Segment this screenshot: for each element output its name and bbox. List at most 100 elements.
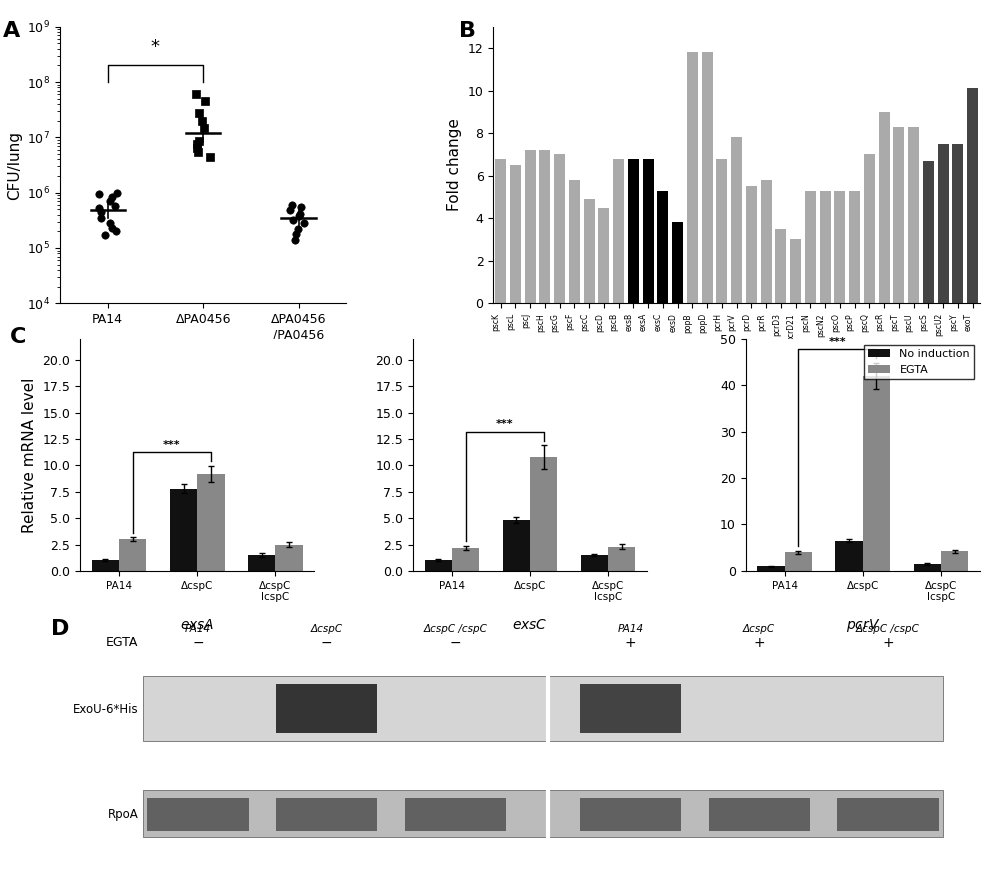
- Point: [196, 120, 212, 135]
- Point: [109, 186, 125, 200]
- Bar: [657, 191, 668, 303]
- Point: [288, 227, 304, 241]
- Bar: [864, 154, 875, 303]
- Bar: [702, 53, 713, 303]
- Point: [91, 202, 107, 216]
- Point: [102, 216, 118, 230]
- Text: RpoA: RpoA: [107, 808, 138, 821]
- Point: [108, 224, 124, 238]
- Text: A: A: [3, 21, 20, 41]
- Text: ΔcspC: ΔcspC: [311, 624, 343, 634]
- Point: [293, 200, 309, 214]
- Text: ΔcspC /cspC: ΔcspC /cspC: [856, 624, 920, 634]
- Point: [97, 228, 113, 243]
- Bar: [834, 191, 845, 303]
- Bar: [608, 547, 635, 571]
- Bar: [893, 127, 904, 303]
- Bar: [863, 376, 890, 571]
- Bar: [530, 457, 557, 571]
- Point: [107, 199, 123, 213]
- Bar: [581, 555, 608, 571]
- Point: [296, 216, 312, 230]
- Bar: [967, 88, 978, 303]
- Text: ***: ***: [496, 419, 513, 429]
- Bar: [170, 489, 197, 571]
- Text: +: +: [625, 635, 636, 649]
- Bar: [775, 229, 786, 303]
- Text: ΔcspC: ΔcspC: [743, 624, 775, 634]
- Bar: [672, 222, 683, 303]
- Bar: [539, 150, 550, 303]
- Legend: No induction, EGTA: No induction, EGTA: [864, 344, 974, 379]
- Bar: [805, 191, 816, 303]
- Bar: [757, 566, 785, 571]
- Text: D: D: [51, 619, 69, 640]
- Bar: [923, 161, 934, 303]
- Y-axis label: Fold change: Fold change: [447, 119, 462, 211]
- Bar: [425, 560, 452, 571]
- Bar: [119, 540, 146, 571]
- Text: $\it{exsC}$: $\it{exsC}$: [512, 618, 548, 632]
- Bar: [914, 564, 941, 571]
- Text: EGTA: EGTA: [106, 636, 138, 649]
- Bar: [820, 191, 831, 303]
- Bar: [276, 684, 377, 733]
- Text: ΔcspC /cspC: ΔcspC /cspC: [424, 624, 488, 634]
- Text: $\it{pcrV}$: $\it{pcrV}$: [846, 617, 880, 634]
- Bar: [628, 159, 639, 303]
- Point: [191, 105, 207, 120]
- Text: ExoU-6*His: ExoU-6*His: [73, 703, 138, 716]
- Bar: [554, 154, 565, 303]
- Point: [188, 87, 204, 102]
- Point: [284, 198, 300, 212]
- Point: [104, 189, 120, 203]
- Bar: [147, 797, 249, 831]
- Bar: [452, 548, 479, 571]
- Bar: [143, 790, 943, 837]
- Point: [190, 145, 206, 159]
- Text: *: *: [151, 37, 160, 55]
- Bar: [941, 551, 968, 571]
- Bar: [248, 555, 275, 571]
- Bar: [731, 137, 742, 303]
- Point: [102, 194, 118, 209]
- Bar: [687, 53, 698, 303]
- Bar: [837, 797, 939, 831]
- Point: [104, 221, 120, 235]
- Point: [282, 203, 298, 218]
- Bar: [709, 797, 810, 831]
- Bar: [790, 239, 801, 303]
- Bar: [580, 684, 681, 733]
- Bar: [849, 191, 860, 303]
- Text: PA14: PA14: [617, 624, 643, 634]
- Point: [194, 113, 210, 128]
- Point: [287, 233, 303, 247]
- Point: [292, 206, 308, 220]
- Y-axis label: Relative mRNA level: Relative mRNA level: [22, 377, 37, 533]
- Bar: [92, 560, 119, 571]
- Bar: [584, 199, 595, 303]
- Bar: [835, 541, 863, 571]
- Text: B: B: [459, 21, 476, 41]
- Text: PA14: PA14: [185, 624, 211, 634]
- Point: [197, 95, 213, 109]
- Text: −: −: [450, 635, 461, 649]
- Bar: [746, 186, 757, 303]
- Y-axis label: CFU/lung: CFU/lung: [7, 130, 22, 200]
- Bar: [275, 544, 303, 571]
- Point: [285, 213, 301, 227]
- Text: +: +: [882, 635, 894, 649]
- Bar: [785, 552, 812, 571]
- Point: [189, 137, 205, 152]
- Point: [93, 205, 109, 219]
- Text: ***: ***: [829, 337, 846, 347]
- Bar: [580, 797, 681, 831]
- Bar: [716, 159, 727, 303]
- Bar: [643, 159, 654, 303]
- Point: [290, 222, 306, 236]
- Bar: [613, 159, 624, 303]
- Bar: [879, 112, 890, 303]
- Bar: [525, 150, 536, 303]
- Bar: [761, 180, 772, 303]
- Bar: [143, 676, 943, 740]
